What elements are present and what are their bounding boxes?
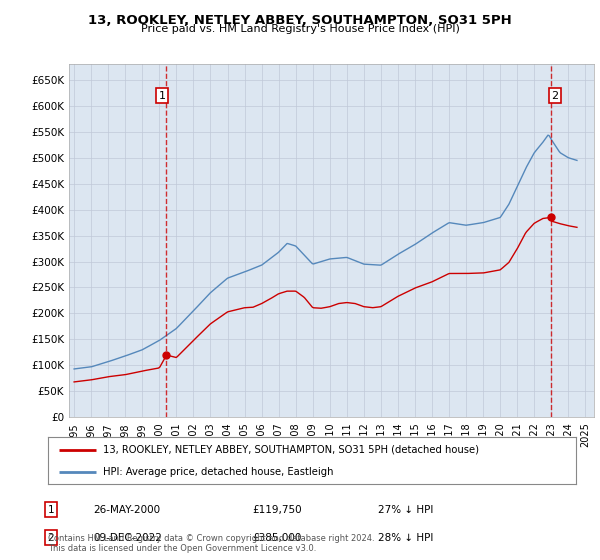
Text: Price paid vs. HM Land Registry's House Price Index (HPI): Price paid vs. HM Land Registry's House … [140,24,460,34]
Text: 27% ↓ HPI: 27% ↓ HPI [378,505,433,515]
Text: 26-MAY-2000: 26-MAY-2000 [93,505,160,515]
Text: 13, ROOKLEY, NETLEY ABBEY, SOUTHAMPTON, SO31 5PH (detached house): 13, ROOKLEY, NETLEY ABBEY, SOUTHAMPTON, … [103,445,479,455]
Text: 09-DEC-2022: 09-DEC-2022 [93,533,162,543]
Text: 2: 2 [551,91,559,101]
Text: HPI: Average price, detached house, Eastleigh: HPI: Average price, detached house, East… [103,466,334,477]
Text: 1: 1 [47,505,55,515]
Text: 13, ROOKLEY, NETLEY ABBEY, SOUTHAMPTON, SO31 5PH: 13, ROOKLEY, NETLEY ABBEY, SOUTHAMPTON, … [88,14,512,27]
Text: £385,000: £385,000 [252,533,301,543]
Text: 28% ↓ HPI: 28% ↓ HPI [378,533,433,543]
Text: 1: 1 [158,91,166,101]
Text: £119,750: £119,750 [252,505,302,515]
Text: 2: 2 [47,533,55,543]
Text: Contains HM Land Registry data © Crown copyright and database right 2024.
This d: Contains HM Land Registry data © Crown c… [48,534,374,553]
